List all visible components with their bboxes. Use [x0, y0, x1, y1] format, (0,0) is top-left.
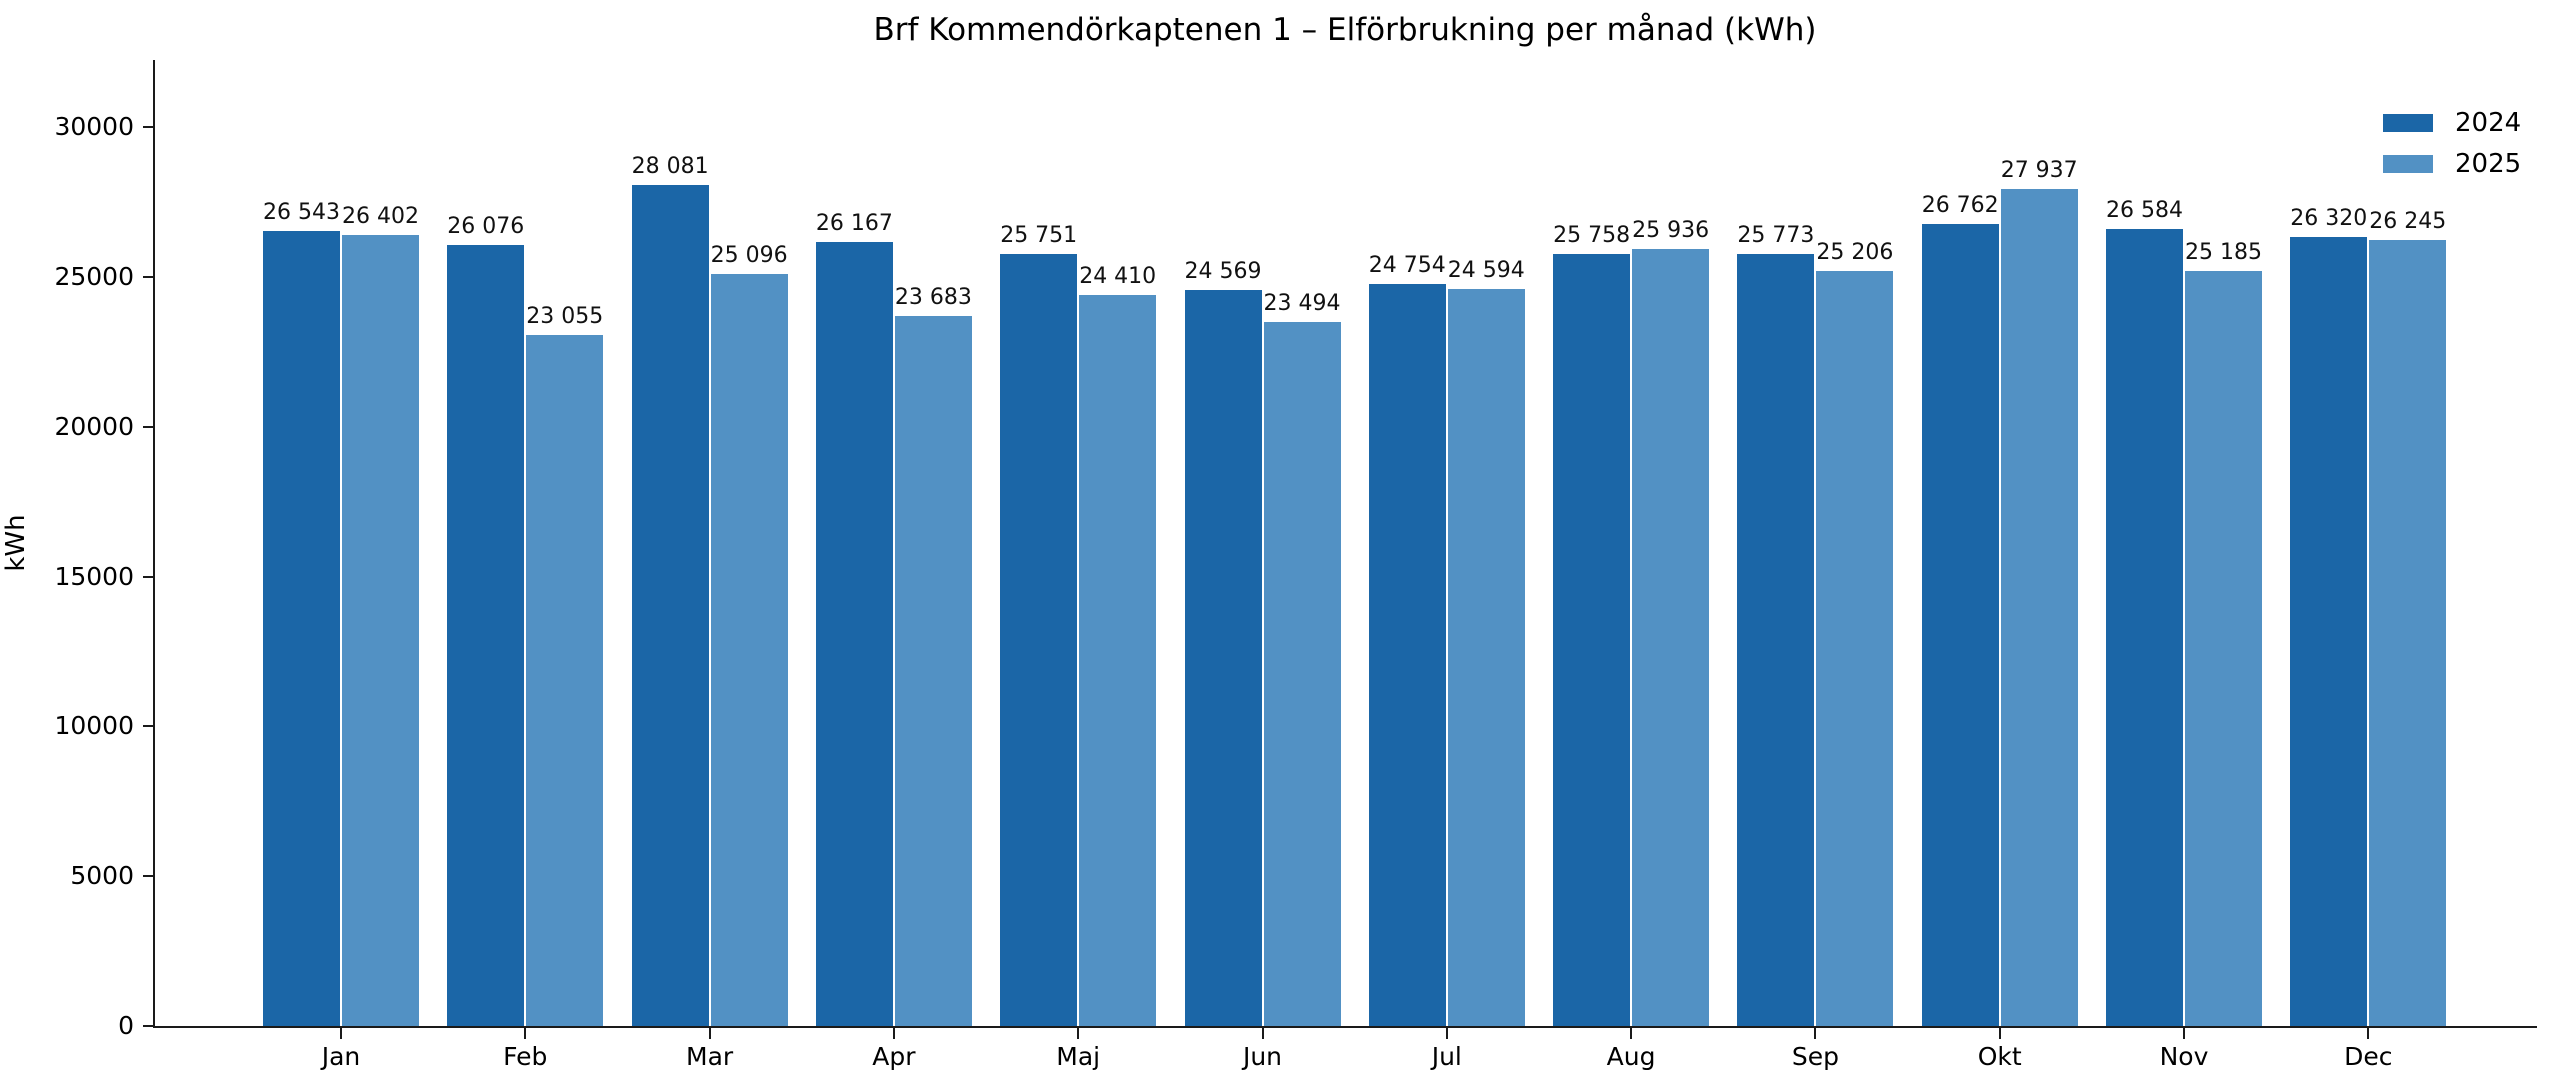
- bar-value-label-2025-sep: 25 206: [1816, 239, 1894, 265]
- y-tick-label-20000: 20000: [54, 411, 134, 441]
- x-tick-label-aug: Aug: [1606, 1042, 1656, 1071]
- bar-2025-okt: [2000, 188, 2078, 1026]
- bar-2025-jun: [1263, 321, 1341, 1026]
- x-tick-label-maj: Maj: [1056, 1042, 1101, 1071]
- bar-2025-nov: [2185, 271, 2262, 1026]
- x-tick-label-nov: Nov: [2159, 1042, 2209, 1071]
- bar-value-label-2024-jan: 26 543: [263, 199, 340, 225]
- bar-value-label-2024-sep: 25 773: [1737, 222, 1815, 248]
- bar-2025-jul: [1447, 288, 1525, 1026]
- bar-2024-okt: [1921, 224, 1999, 1026]
- chart-title: Brf Kommendörkaptenen 1 – Elförbrukning …: [873, 12, 1817, 48]
- x-tick-mark-okt: [1998, 1028, 2001, 1039]
- x-tick-label-jan: Jan: [321, 1042, 361, 1071]
- bar-2025-mar: [710, 273, 788, 1026]
- bar-2024-aug: [1553, 254, 1631, 1026]
- x-tick-mark-maj: [1077, 1028, 1080, 1039]
- bar-2024-sep: [1737, 253, 1815, 1026]
- bar-value-label-2025-apr: 23 683: [894, 285, 972, 311]
- x-tick-label-feb: Feb: [503, 1042, 548, 1071]
- bar-2024-nov: [2106, 229, 2183, 1026]
- bar-value-label-2025-okt: 27 937: [2000, 157, 2078, 183]
- x-tick-mark-aug: [1630, 1028, 1633, 1039]
- bar-2024-feb: [447, 244, 525, 1026]
- x-tick-mark-jun: [1261, 1028, 1264, 1039]
- x-tick-mark-sep: [1814, 1028, 1817, 1039]
- y-tick-mark-10000: [143, 725, 154, 728]
- bar-value-label-2024-jul: 24 754: [1368, 253, 1446, 279]
- x-tick-label-dec: Dec: [2344, 1042, 2393, 1071]
- x-tick-mark-apr: [892, 1028, 895, 1039]
- bar-value-label-2024-jun: 24 569: [1184, 258, 1262, 284]
- y-tick-label-25000: 25000: [54, 261, 134, 291]
- bar-value-label-2025-mar: 25 096: [710, 242, 788, 268]
- bar-value-label-2025-feb: 23 055: [526, 304, 604, 330]
- x-tick-label-apr: Apr: [872, 1042, 916, 1071]
- legend-swatch-2024: [2383, 114, 2433, 132]
- bar-2025-aug: [1632, 248, 1710, 1026]
- bar-2024-apr: [815, 241, 893, 1026]
- legend-item-2024: 2024: [2383, 108, 2521, 138]
- bar-value-label-2024-nov: 26 584: [2106, 198, 2183, 224]
- y-tick-mark-0: [143, 1025, 154, 1027]
- legend-label-2025: 2025: [2455, 149, 2522, 179]
- x-tick-label-jul: Jul: [1431, 1042, 1462, 1071]
- bar-2025-apr: [894, 316, 972, 1026]
- bar-value-label-2025-nov: 25 185: [2185, 240, 2262, 266]
- bar-2025-sep: [1816, 270, 1894, 1026]
- bar-2024-jul: [1368, 284, 1446, 1026]
- bar-value-label-2025-jul: 24 594: [1447, 257, 1525, 283]
- y-tick-mark-5000: [143, 875, 154, 878]
- legend-swatch-2025: [2383, 155, 2433, 173]
- bar-2025-dec: [2369, 239, 2447, 1026]
- bar-2025-jan: [342, 234, 419, 1026]
- y-tick-mark-25000: [143, 275, 154, 278]
- x-tick-label-sep: Sep: [1791, 1042, 1839, 1071]
- bar-2024-jan: [263, 230, 340, 1026]
- x-tick-mark-feb: [524, 1028, 527, 1039]
- bar-2024-mar: [631, 184, 709, 1026]
- bar-2024-dec: [2290, 237, 2368, 1026]
- bar-2025-maj: [1079, 294, 1157, 1026]
- legend-label-2024: 2024: [2455, 108, 2522, 138]
- bar-value-label-2024-okt: 26 762: [1921, 193, 1999, 219]
- y-axis-spine: [153, 60, 155, 1028]
- x-tick-mark-nov: [2183, 1028, 2185, 1039]
- x-tick-label-jun: Jun: [1242, 1042, 1283, 1071]
- y-tick-mark-30000: [143, 126, 154, 128]
- y-tick-label-5000: 5000: [70, 861, 134, 891]
- legend: 2024 2025: [2383, 108, 2521, 179]
- bar-value-label-2025-dec: 26 245: [2369, 208, 2447, 234]
- y-tick-mark-15000: [143, 575, 154, 578]
- bar-value-label-2024-dec: 26 320: [2290, 206, 2368, 232]
- x-tick-mark-jan: [340, 1028, 342, 1039]
- bar-value-label-2025-jun: 23 494: [1263, 290, 1341, 316]
- bar-value-label-2025-maj: 24 410: [1079, 263, 1157, 289]
- legend-item-2025: 2025: [2383, 149, 2521, 179]
- y-tick-mark-20000: [143, 425, 154, 428]
- x-axis-spine: [153, 1026, 2537, 1028]
- bar-value-label-2025-jan: 26 402: [342, 203, 419, 229]
- bar-2024-maj: [1000, 254, 1078, 1026]
- y-tick-label-15000: 15000: [54, 561, 134, 591]
- bar-value-label-2024-aug: 25 758: [1553, 223, 1631, 249]
- y-tick-label-0: 0: [118, 1011, 134, 1040]
- bar-value-label-2025-aug: 25 936: [1632, 217, 1710, 243]
- y-tick-label-10000: 10000: [54, 711, 134, 741]
- x-tick-mark-mar: [708, 1028, 711, 1039]
- bar-2024-jun: [1184, 289, 1262, 1026]
- x-tick-mark-dec: [2367, 1028, 2370, 1039]
- x-tick-label-mar: Mar: [686, 1042, 734, 1071]
- y-tick-label-30000: 30000: [54, 112, 134, 141]
- bar-value-label-2024-apr: 26 167: [815, 210, 893, 236]
- bar-value-label-2024-mar: 28 081: [631, 153, 709, 179]
- bar-value-label-2024-feb: 26 076: [447, 213, 525, 239]
- bar-value-label-2024-maj: 25 751: [1000, 223, 1078, 249]
- bar-2025-feb: [526, 335, 604, 1026]
- x-tick-mark-jul: [1445, 1028, 1448, 1039]
- x-tick-label-okt: Okt: [1977, 1042, 2022, 1071]
